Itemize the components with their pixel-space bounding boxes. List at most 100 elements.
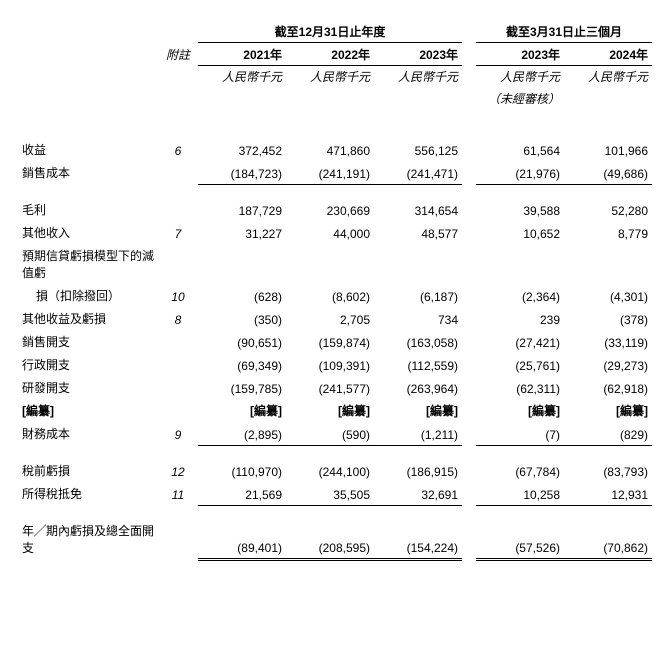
label-other-gain: 其他收益及虧損 <box>18 307 158 330</box>
cell: (2,364) <box>476 284 564 307</box>
cell: (159,785) <box>198 376 286 399</box>
row-finance: 財務成本 9 (2,895) (590) (1,211) (7) (829) <box>18 422 652 445</box>
note-other-income: 7 <box>158 221 198 244</box>
cell: 314,654 <box>374 198 462 221</box>
cell: 12,931 <box>564 482 652 505</box>
note-revenue: 6 <box>158 138 198 161</box>
cell: (1,211) <box>374 422 462 445</box>
cell: (184,723) <box>198 161 286 184</box>
header-unaudited-row: （未經審核） <box>18 88 652 110</box>
label-other-income: 其他收入 <box>18 221 158 244</box>
cell: (49,686) <box>564 161 652 184</box>
header-quarter: 截至3月31日止三個月 <box>476 20 652 43</box>
cell: (350) <box>198 307 286 330</box>
cell: 31,227 <box>198 221 286 244</box>
header-annual: 截至12月31日止年度 <box>198 20 462 43</box>
cell: (6,187) <box>374 284 462 307</box>
cell: 2,705 <box>286 307 374 330</box>
cell: (21,976) <box>476 161 564 184</box>
cell: (829) <box>564 422 652 445</box>
label-admin: 行政開支 <box>18 353 158 376</box>
cell: (628) <box>198 284 286 307</box>
row-admin: 行政開支 (69,349) (109,391) (112,559) (25,76… <box>18 353 652 376</box>
note-ecl: 10 <box>158 284 198 307</box>
header-note-label: 附註 <box>158 43 198 66</box>
cell: 239 <box>476 307 564 330</box>
row-revenue: 收益 6 372,452 471,860 556,125 61,564 101,… <box>18 138 652 161</box>
cell: (70,862) <box>564 519 652 559</box>
label-gross: 毛利 <box>18 198 158 221</box>
unit-2: 人民幣千元 <box>286 66 374 89</box>
cell: 48,577 <box>374 221 462 244</box>
label-revenue: 收益 <box>18 138 158 161</box>
financial-statements-table: 截至12月31日止年度 截至3月31日止三個月 附註 2021年 2022年 2… <box>18 20 652 561</box>
label-finance: 財務成本 <box>18 422 158 445</box>
cell: (62,918) <box>564 376 652 399</box>
label-total: 年╱期內虧損及總全面開支 <box>18 519 158 559</box>
cell: (67,784) <box>476 459 564 482</box>
row-gross: 毛利 187,729 230,669 314,654 39,588 52,280 <box>18 198 652 221</box>
cell: (154,224) <box>374 519 462 559</box>
unit-4: 人民幣千元 <box>476 66 564 89</box>
cell: (241,471) <box>374 161 462 184</box>
cell: [編纂] <box>374 399 462 422</box>
row-ecl-line1: 預期信貸虧損模型下的減值虧 <box>18 244 652 284</box>
row-pretax: 稅前虧損 12 (110,970) (244,100) (186,915) (6… <box>18 459 652 482</box>
note-cogs <box>158 161 198 184</box>
cell: 21,569 <box>198 482 286 505</box>
cell: 32,691 <box>374 482 462 505</box>
cell: (208,595) <box>286 519 374 559</box>
cell: (186,915) <box>374 459 462 482</box>
cell: 372,452 <box>198 138 286 161</box>
cell: (241,191) <box>286 161 374 184</box>
cell: (109,391) <box>286 353 374 376</box>
label-ecl1: 預期信貸虧損模型下的減值虧 <box>18 244 158 284</box>
hdr-2022: 2022年 <box>286 43 374 66</box>
row-cogs: 銷售成本 (184,723) (241,191) (241,471) (21,9… <box>18 161 652 184</box>
cell: 734 <box>374 307 462 330</box>
note-finance: 9 <box>158 422 198 445</box>
header-group-row: 截至12月31日止年度 截至3月31日止三個月 <box>18 20 652 43</box>
cell: 187,729 <box>198 198 286 221</box>
cell: (4,301) <box>564 284 652 307</box>
hdr-2023: 2023年 <box>374 43 462 66</box>
cell: (62,311) <box>476 376 564 399</box>
cell: (244,100) <box>286 459 374 482</box>
cell: (159,874) <box>286 330 374 353</box>
cell: [編纂] <box>198 399 286 422</box>
cell: [編纂] <box>564 399 652 422</box>
note-tax: 11 <box>158 482 198 505</box>
unit-3: 人民幣千元 <box>374 66 462 89</box>
cell: 101,966 <box>564 138 652 161</box>
cell: (89,401) <box>198 519 286 559</box>
cell: 10,652 <box>476 221 564 244</box>
cell: (25,761) <box>476 353 564 376</box>
cell: 39,588 <box>476 198 564 221</box>
cell: [編纂] <box>286 399 374 422</box>
row-selling: 銷售開支 (90,651) (159,874) (163,058) (27,42… <box>18 330 652 353</box>
unit-5: 人民幣千元 <box>564 66 652 89</box>
cell: (110,970) <box>198 459 286 482</box>
hdr-q2023: 2023年 <box>476 43 564 66</box>
note-other-gain: 8 <box>158 307 198 330</box>
cell: (241,577) <box>286 376 374 399</box>
cell: (90,651) <box>198 330 286 353</box>
note-pretax: 12 <box>158 459 198 482</box>
cell: 61,564 <box>476 138 564 161</box>
cell: 230,669 <box>286 198 374 221</box>
cell: 556,125 <box>374 138 462 161</box>
row-rd: 研發開支 (159,785) (241,577) (263,964) (62,3… <box>18 376 652 399</box>
cell: 52,280 <box>564 198 652 221</box>
cell: (33,119) <box>564 330 652 353</box>
label-tax: 所得稅抵免 <box>18 482 158 505</box>
label-rd: 研發開支 <box>18 376 158 399</box>
label-redacted: [編纂] <box>18 399 158 422</box>
cell: (163,058) <box>374 330 462 353</box>
header-year-row: 附註 2021年 2022年 2023年 2023年 2024年 <box>18 43 652 66</box>
row-redacted: [編纂] [編纂] [編纂] [編纂] [編纂] [編纂] <box>18 399 652 422</box>
cell: (69,349) <box>198 353 286 376</box>
row-other-income: 其他收入 7 31,227 44,000 48,577 10,652 8,779 <box>18 221 652 244</box>
hdr-q2024: 2024年 <box>564 43 652 66</box>
cell: 10,258 <box>476 482 564 505</box>
label-pretax: 稅前虧損 <box>18 459 158 482</box>
